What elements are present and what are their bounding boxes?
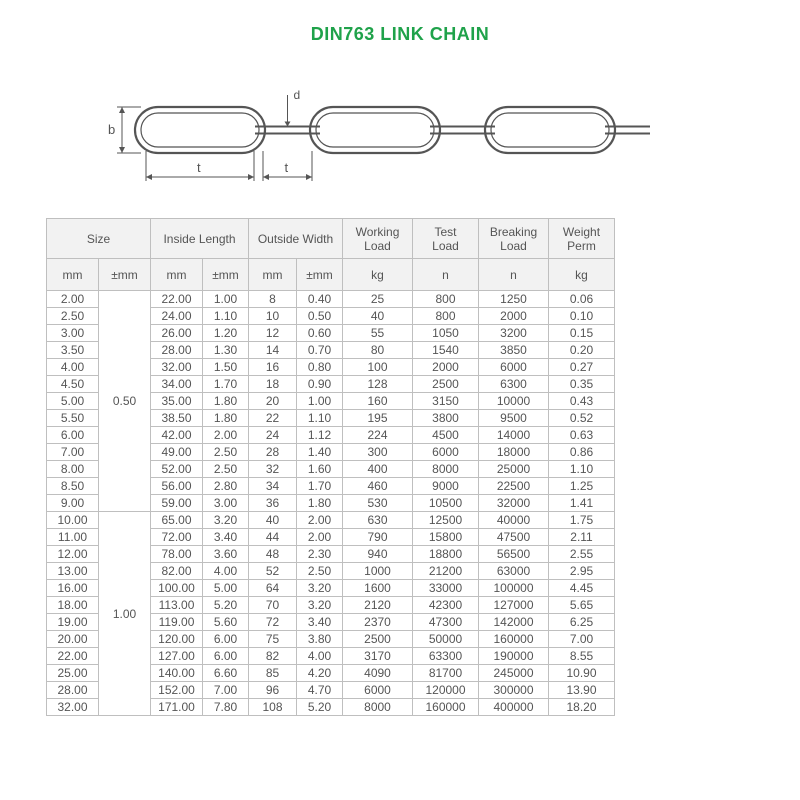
col-group-header: BreakingLoad [479, 219, 549, 259]
spec-table-head: SizeInside LengthOutside WidthWorkingLoa… [47, 219, 615, 291]
table-row: 2.000.5022.001.0080.402580012500.06 [47, 291, 615, 308]
col-unit-header: ±mm [203, 259, 249, 291]
col-unit-header: kg [549, 259, 615, 291]
tolerance-cell: 0.50 [99, 291, 151, 512]
col-unit-header: kg [343, 259, 413, 291]
chain-diagram: b t t d [90, 75, 660, 190]
col-unit-header: n [479, 259, 549, 291]
tolerance-cell: 1.00 [99, 512, 151, 716]
col-group-header: Inside Length [151, 219, 249, 259]
svg-text:t: t [197, 160, 201, 175]
svg-text:b: b [108, 122, 115, 137]
col-unit-header: ±mm [297, 259, 343, 291]
col-group-header: WeightPerm [549, 219, 615, 259]
col-group-header: Size [47, 219, 151, 259]
col-unit-header: mm [151, 259, 203, 291]
page-title: DIN763 LINK CHAIN [0, 0, 800, 55]
col-unit-header: ±mm [99, 259, 151, 291]
col-unit-header: mm [47, 259, 99, 291]
col-group-header: Outside Width [249, 219, 343, 259]
svg-text:d: d [294, 88, 301, 102]
spec-table-body: 2.000.5022.001.0080.402580012500.062.502… [47, 291, 615, 716]
col-unit-header: n [413, 259, 479, 291]
table-row: 10.001.0065.003.20402.0063012500400001.7… [47, 512, 615, 529]
col-group-header: WorkingLoad [343, 219, 413, 259]
col-unit-header: mm [249, 259, 297, 291]
spec-table: SizeInside LengthOutside WidthWorkingLoa… [46, 218, 615, 716]
svg-text:t: t [285, 160, 289, 175]
col-group-header: TestLoad [413, 219, 479, 259]
